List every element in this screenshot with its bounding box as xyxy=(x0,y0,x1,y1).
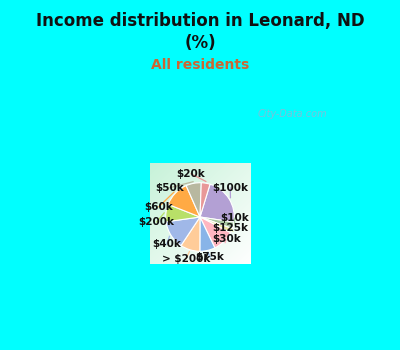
Wedge shape xyxy=(200,217,234,229)
Text: $30k: $30k xyxy=(212,234,240,244)
Text: $125k: $125k xyxy=(212,223,248,233)
Wedge shape xyxy=(166,217,200,245)
Wedge shape xyxy=(168,186,200,217)
Text: $10k: $10k xyxy=(220,213,249,223)
Text: $200k: $200k xyxy=(139,217,175,227)
Text: City-Data.com: City-Data.com xyxy=(258,108,328,119)
Text: Income distribution in Leonard, ND
(%): Income distribution in Leonard, ND (%) xyxy=(36,12,364,52)
Text: All residents: All residents xyxy=(151,58,249,72)
Wedge shape xyxy=(200,183,210,217)
Text: $60k: $60k xyxy=(144,202,173,212)
Wedge shape xyxy=(200,184,234,222)
Wedge shape xyxy=(200,217,215,251)
Text: $20k: $20k xyxy=(176,169,205,178)
Wedge shape xyxy=(200,217,232,233)
Wedge shape xyxy=(166,204,200,222)
Text: $50k: $50k xyxy=(155,183,184,193)
Wedge shape xyxy=(186,183,201,217)
Wedge shape xyxy=(181,217,200,251)
Text: $75k: $75k xyxy=(196,252,224,262)
Text: > $200k: > $200k xyxy=(162,254,210,264)
Text: $100k: $100k xyxy=(212,183,248,193)
Wedge shape xyxy=(200,217,230,248)
Text: $40k: $40k xyxy=(152,239,181,249)
